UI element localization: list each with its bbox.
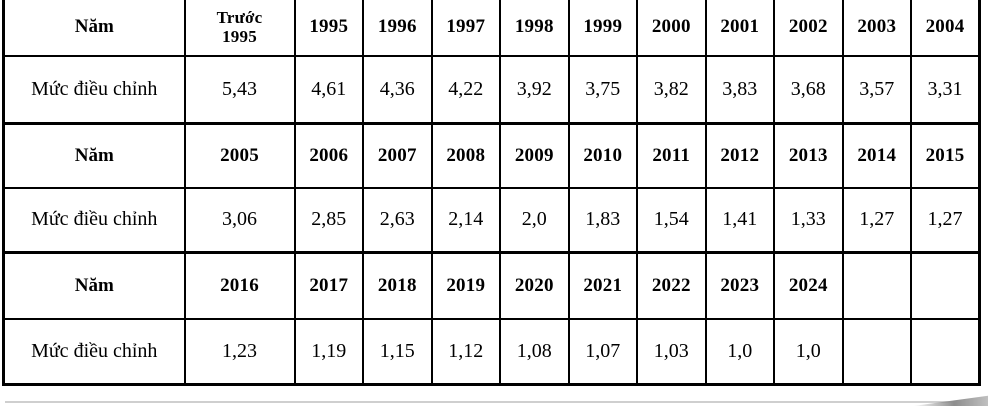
value-cell: 3,83 bbox=[704, 54, 775, 125]
table-row-values-1: Mức điều chỉnh 5,43 4,61 4,36 4,22 3,92 … bbox=[2, 54, 981, 125]
row-header-year: Năm bbox=[2, 251, 186, 320]
year-cell: Trước 1995 bbox=[183, 0, 296, 57]
value-cell: 1,12 bbox=[430, 317, 501, 386]
value-cell: 1,83 bbox=[567, 186, 638, 254]
year-cell: 2019 bbox=[430, 251, 501, 320]
value-cell: 3,92 bbox=[499, 54, 570, 125]
year-cell: 2009 bbox=[499, 122, 570, 189]
value-cell: 2,0 bbox=[499, 186, 570, 254]
year-cell: 2003 bbox=[841, 0, 912, 57]
year-cell: 2004 bbox=[910, 0, 981, 57]
value-cell: 1,08 bbox=[499, 317, 570, 386]
value-cell: 3,31 bbox=[910, 54, 981, 125]
bottom-shadow-line bbox=[5, 401, 960, 403]
year-cell: 2005 bbox=[183, 122, 296, 189]
value-cell: 1,0 bbox=[773, 317, 844, 386]
value-cell: 5,43 bbox=[183, 54, 296, 125]
year-cell: 2014 bbox=[841, 122, 912, 189]
value-cell: 1,27 bbox=[910, 186, 981, 254]
value-cell: 2,63 bbox=[362, 186, 433, 254]
value-cell: 3,75 bbox=[567, 54, 638, 125]
year-cell: 2006 bbox=[293, 122, 364, 189]
value-cell: 4,22 bbox=[430, 54, 501, 125]
year-cell: 2022 bbox=[636, 251, 707, 320]
value-cell-empty bbox=[910, 317, 981, 386]
value-cell: 4,36 bbox=[362, 54, 433, 125]
table-row-year-1: Năm Trước 1995 1995 1996 1997 1998 1999 … bbox=[2, 0, 981, 57]
value-cell: 1,0 bbox=[704, 317, 775, 386]
value-cell: 1,41 bbox=[704, 186, 775, 254]
year-cell: 2010 bbox=[567, 122, 638, 189]
year-cell: 2012 bbox=[704, 122, 775, 189]
year-cell: 1996 bbox=[362, 0, 433, 57]
value-cell: 1,27 bbox=[841, 186, 912, 254]
table-row-year-2: Năm 2005 2006 2007 2008 2009 2010 2011 2… bbox=[2, 122, 981, 189]
value-cell: 1,23 bbox=[183, 317, 296, 386]
row-header-value: Mức điều chỉnh bbox=[2, 186, 186, 254]
value-cell: 1,33 bbox=[773, 186, 844, 254]
year-cell: 2023 bbox=[704, 251, 775, 320]
year-cell: 2016 bbox=[183, 251, 296, 320]
year-cell-empty bbox=[841, 251, 912, 320]
year-cell: 2015 bbox=[910, 122, 981, 189]
value-cell: 1,07 bbox=[567, 317, 638, 386]
year-cell: 2008 bbox=[430, 122, 501, 189]
row-header-year: Năm bbox=[2, 0, 186, 57]
value-cell: 1,54 bbox=[636, 186, 707, 254]
year-cell: 2024 bbox=[773, 251, 844, 320]
value-cell: 1,03 bbox=[636, 317, 707, 386]
value-cell-empty bbox=[841, 317, 912, 386]
value-cell: 4,61 bbox=[293, 54, 364, 125]
year-cell: 2021 bbox=[567, 251, 638, 320]
corner-shadow bbox=[913, 395, 988, 406]
table-row-values-2: Mức điều chỉnh 3,06 2,85 2,63 2,14 2,0 1… bbox=[2, 186, 981, 254]
year-cell: 2018 bbox=[362, 251, 433, 320]
row-header-value: Mức điều chỉnh bbox=[2, 54, 186, 125]
year-cell: 2017 bbox=[293, 251, 364, 320]
value-cell: 3,06 bbox=[183, 186, 296, 254]
row-header-value: Mức điều chỉnh bbox=[2, 317, 186, 386]
year-cell: 2020 bbox=[499, 251, 570, 320]
year-cell: 1999 bbox=[567, 0, 638, 57]
year-cell-empty bbox=[910, 251, 981, 320]
year-cell: 1997 bbox=[430, 0, 501, 57]
year-cell: 2002 bbox=[773, 0, 844, 57]
table-row-values-3: Mức điều chỉnh 1,23 1,19 1,15 1,12 1,08 … bbox=[2, 317, 981, 386]
value-cell: 2,85 bbox=[293, 186, 364, 254]
year-cell: 1995 bbox=[293, 0, 364, 57]
year-cell: 1998 bbox=[499, 0, 570, 57]
value-cell: 2,14 bbox=[430, 186, 501, 254]
value-cell: 1,19 bbox=[293, 317, 364, 386]
year-cell: 2000 bbox=[636, 0, 707, 57]
value-cell: 1,15 bbox=[362, 317, 433, 386]
year-cell: 2013 bbox=[773, 122, 844, 189]
table-row-year-3: Năm 2016 2017 2018 2019 2020 2021 2022 2… bbox=[2, 251, 981, 320]
year-cell: 2011 bbox=[636, 122, 707, 189]
value-cell: 3,68 bbox=[773, 54, 844, 125]
value-cell: 3,82 bbox=[636, 54, 707, 125]
year-cell: 2007 bbox=[362, 122, 433, 189]
year-cell: 2001 bbox=[704, 0, 775, 57]
row-header-year: Năm bbox=[2, 122, 186, 189]
value-cell: 3,57 bbox=[841, 54, 912, 125]
adjustment-table: Năm Trước 1995 1995 1996 1997 1998 1999 … bbox=[2, 0, 981, 386]
